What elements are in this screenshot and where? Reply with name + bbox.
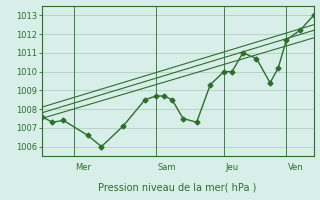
Text: Mer: Mer (76, 163, 92, 172)
Text: Jeu: Jeu (225, 163, 238, 172)
Text: Pression niveau de la mer( hPa ): Pression niveau de la mer( hPa ) (99, 183, 257, 193)
Text: Sam: Sam (157, 163, 176, 172)
Text: Ven: Ven (288, 163, 303, 172)
